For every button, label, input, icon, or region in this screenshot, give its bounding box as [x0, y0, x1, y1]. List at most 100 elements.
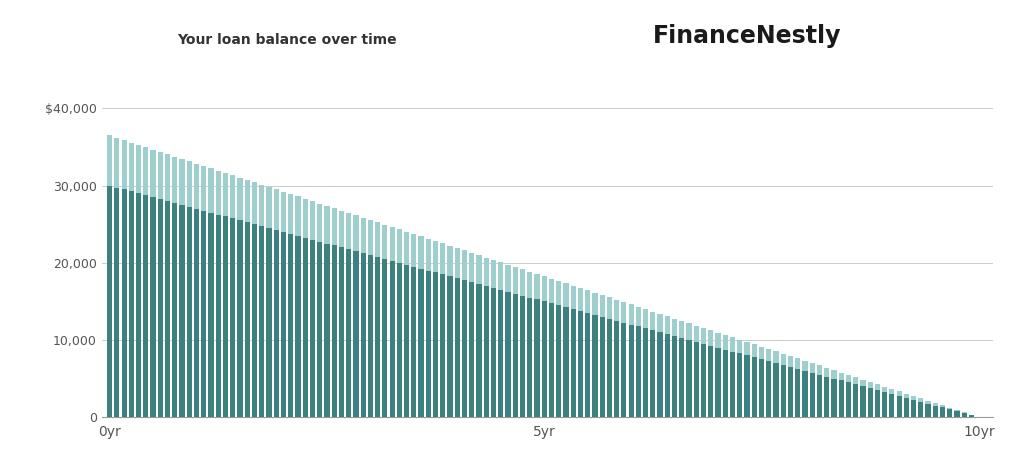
Bar — [209, 168, 214, 417]
Bar — [404, 264, 410, 417]
Bar — [904, 393, 909, 417]
Bar — [839, 381, 844, 417]
Bar — [701, 328, 707, 417]
Bar — [657, 314, 663, 417]
Bar — [787, 356, 793, 417]
Bar — [455, 248, 460, 417]
Bar — [947, 410, 952, 417]
Bar — [643, 309, 648, 417]
Bar — [332, 208, 337, 417]
Bar — [549, 303, 554, 417]
Bar — [744, 356, 750, 417]
Bar — [419, 237, 424, 417]
Bar — [693, 326, 699, 417]
Bar — [867, 382, 872, 417]
Bar — [911, 396, 916, 417]
Bar — [245, 222, 250, 417]
Bar — [288, 234, 293, 417]
Bar — [716, 333, 721, 417]
Bar — [773, 351, 778, 417]
Bar — [353, 251, 358, 417]
Bar — [752, 357, 757, 417]
Bar — [209, 213, 214, 417]
Bar — [158, 152, 163, 417]
Bar — [629, 325, 634, 417]
Bar — [520, 296, 525, 417]
Text: FinanceNestly: FinanceNestly — [653, 24, 842, 48]
Bar — [709, 346, 714, 417]
Bar — [585, 291, 590, 417]
Bar — [136, 145, 141, 417]
Bar — [752, 345, 757, 417]
Bar — [600, 317, 605, 417]
Bar — [860, 386, 865, 417]
Bar — [947, 408, 952, 417]
Bar — [846, 375, 851, 417]
Bar — [686, 340, 691, 417]
Bar — [303, 238, 308, 417]
Bar — [172, 203, 177, 417]
Bar — [426, 239, 431, 417]
Bar — [824, 368, 829, 417]
Bar — [447, 246, 453, 417]
Bar — [136, 193, 141, 417]
Bar — [469, 282, 474, 417]
Bar — [969, 415, 974, 417]
Bar — [780, 365, 785, 417]
Bar — [919, 401, 924, 417]
Bar — [933, 406, 938, 417]
Bar — [787, 367, 793, 417]
Bar — [962, 413, 967, 417]
Bar — [498, 290, 504, 417]
Bar — [310, 240, 315, 417]
Bar — [744, 342, 750, 417]
Bar — [723, 335, 728, 417]
Bar — [607, 319, 612, 417]
Bar — [317, 242, 323, 417]
Bar — [933, 403, 938, 417]
Bar — [716, 347, 721, 417]
Bar — [339, 210, 344, 417]
Bar — [657, 332, 663, 417]
Bar — [412, 267, 417, 417]
Bar — [542, 301, 547, 417]
Bar — [636, 307, 641, 417]
Bar — [846, 383, 851, 417]
Bar — [368, 220, 373, 417]
Bar — [273, 190, 279, 417]
Bar — [665, 334, 670, 417]
Bar — [476, 284, 481, 417]
Bar — [730, 352, 735, 417]
Bar — [520, 269, 525, 417]
Bar — [867, 388, 872, 417]
Bar — [245, 180, 250, 417]
Bar — [230, 175, 236, 417]
Bar — [759, 346, 764, 417]
Bar — [940, 408, 945, 417]
Bar — [490, 288, 496, 417]
Bar — [252, 182, 257, 417]
Bar — [158, 199, 163, 417]
Bar — [614, 300, 620, 417]
Bar — [795, 369, 801, 417]
Bar — [737, 340, 742, 417]
Bar — [440, 244, 445, 417]
Bar — [578, 311, 583, 417]
Bar — [295, 236, 301, 417]
Bar — [824, 377, 829, 417]
Bar — [542, 276, 547, 417]
Bar — [527, 298, 532, 417]
Bar — [513, 294, 518, 417]
Bar — [570, 309, 575, 417]
Bar — [535, 274, 540, 417]
Bar — [165, 154, 170, 417]
Bar — [730, 337, 735, 417]
Bar — [346, 249, 351, 417]
Bar — [151, 150, 156, 417]
Bar — [455, 278, 460, 417]
Bar — [889, 389, 895, 417]
Bar — [469, 253, 474, 417]
Bar — [535, 300, 540, 417]
Bar — [773, 363, 778, 417]
Bar — [831, 370, 837, 417]
